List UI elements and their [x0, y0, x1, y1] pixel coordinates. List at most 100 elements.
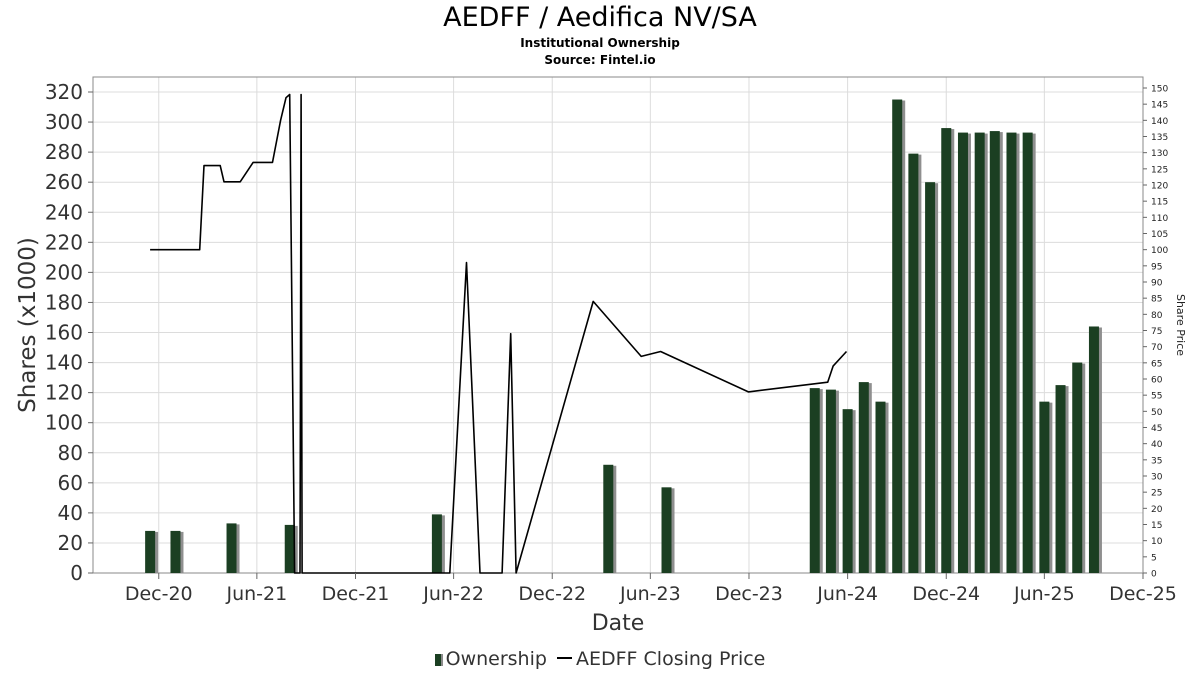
y2-tick-label: 35	[1151, 456, 1162, 466]
ownership-bar	[825, 389, 836, 573]
y2-tick-label: 140	[1151, 117, 1168, 127]
y2-tick-label: 30	[1151, 473, 1163, 483]
ownership-bar	[989, 131, 1000, 574]
y-tick-label: 160	[45, 321, 83, 345]
ownership-bar	[1022, 132, 1033, 573]
ownership-bar	[431, 514, 442, 573]
ownership-bar	[226, 523, 237, 573]
ownership-bar	[661, 487, 672, 573]
y2-tick-label: 95	[1151, 262, 1162, 272]
x-tick-label: Dec-25	[1109, 583, 1177, 605]
y2-tick-label: 125	[1151, 165, 1168, 175]
x-tick-label: Jun-25	[1013, 583, 1075, 605]
y2-tick-label: 50	[1151, 408, 1163, 418]
x-tick-label: Jun-21	[225, 583, 287, 605]
chart-title: AEDFF / Aedifica NV/SA	[443, 2, 757, 33]
y2-tick-label: 65	[1151, 359, 1162, 369]
ownership-bar	[1006, 132, 1017, 573]
y2-tick-label: 80	[1151, 311, 1163, 321]
y2-tick-label: 110	[1151, 214, 1168, 224]
ownership-bars	[145, 99, 1102, 574]
y-tick-label: 80	[58, 441, 83, 465]
axes: 0204060801001201401601802002202402602803…	[45, 80, 1177, 605]
y-tick-label: 320	[45, 80, 83, 104]
y2-tick-label: 135	[1151, 133, 1168, 143]
x-tick-label: Dec-22	[518, 583, 586, 605]
ownership-bar	[1072, 362, 1083, 573]
y2-tick-label: 75	[1151, 327, 1162, 337]
y-tick-label: 140	[45, 351, 83, 375]
y2-tick-label: 150	[1151, 85, 1168, 95]
y2-tick-label: 100	[1151, 246, 1168, 256]
y2-tick-label: 105	[1151, 230, 1168, 240]
y2-tick-label: 120	[1151, 182, 1168, 192]
y2-tick-label: 40	[1151, 440, 1163, 450]
y-tick-label: 300	[45, 110, 83, 134]
y2-tick-label: 115	[1151, 198, 1168, 208]
y2-tick-label: 5	[1151, 553, 1157, 563]
y-tick-label: 240	[45, 200, 83, 224]
y2-tick-label: 85	[1151, 295, 1162, 305]
y2-tick-label: 45	[1151, 424, 1162, 434]
y-tick-label: 120	[45, 381, 83, 405]
y-tick-label: 180	[45, 290, 83, 314]
ownership-bar	[957, 132, 968, 573]
x-tick-label: Jun-22	[422, 583, 484, 605]
chart-source: Source: Fintel.io	[544, 53, 656, 67]
ownership-bar	[1039, 401, 1050, 573]
legend-item-price[interactable]: AEDFF Closing Price	[557, 648, 765, 670]
price-line	[150, 93, 848, 574]
y2-tick-label: 145	[1151, 101, 1168, 111]
ownership-bar	[925, 182, 936, 573]
ownership-bar	[974, 132, 985, 573]
y2-axis-title: Share Price	[1174, 294, 1187, 356]
y2-tick-label: 130	[1151, 149, 1168, 159]
plot-frame	[92, 76, 1144, 574]
x-tick-label: Dec-24	[912, 583, 980, 605]
y2-tick-label: 20	[1151, 505, 1163, 515]
ownership-bar	[941, 128, 952, 573]
y-tick-label: 260	[45, 170, 83, 194]
y-tick-label: 200	[45, 260, 83, 284]
ownership-bar	[603, 464, 614, 573]
x-axis-title: Date	[592, 611, 645, 636]
x-tick-label: Jun-24	[816, 583, 878, 605]
y2-tick-label: 10	[1151, 537, 1163, 547]
y-tick-label: 40	[58, 501, 83, 525]
y2-tick-label: 70	[1151, 343, 1163, 353]
chart-subtitle: Institutional Ownership	[520, 36, 680, 50]
ownership-bar	[908, 153, 919, 574]
ownership-bar	[1088, 326, 1099, 573]
y-tick-label: 60	[58, 471, 83, 495]
legend: Ownership AEDFF Closing Price	[0, 648, 1200, 670]
legend-item-ownership[interactable]: Ownership	[434, 648, 547, 670]
ownership-bar	[875, 401, 886, 573]
y2-tick-label: 90	[1151, 279, 1163, 289]
y-tick-label: 280	[45, 140, 83, 164]
price-line-group	[150, 93, 848, 574]
ownership-bar	[170, 530, 181, 573]
legend-bar-swatch	[434, 654, 443, 666]
legend-line-swatch	[557, 657, 572, 659]
y2-tick-label: 0	[1151, 570, 1157, 580]
y2-tick-label: 55	[1151, 392, 1162, 402]
y-tick-label: 0	[70, 561, 83, 585]
ownership-bar	[1055, 385, 1066, 573]
y2-tick-label: 60	[1151, 376, 1163, 386]
y2-tick-label: 15	[1151, 521, 1162, 531]
y2-tick-label: 25	[1151, 489, 1162, 499]
x-tick-label: Dec-20	[125, 583, 193, 605]
x-tick-label: Dec-21	[322, 583, 390, 605]
x-tick-label: Dec-23	[715, 583, 783, 605]
y-tick-label: 220	[45, 230, 83, 254]
ownership-bar	[145, 530, 156, 573]
ownership-bar	[809, 388, 820, 573]
y-axis-title: Shares (x1000)	[15, 237, 41, 413]
legend-ownership-label: Ownership	[445, 648, 547, 670]
y-tick-label: 100	[45, 411, 83, 435]
legend-price-label: AEDFF Closing Price	[576, 648, 766, 670]
ownership-bar	[842, 409, 853, 573]
x-tick-label: Jun-23	[619, 583, 681, 605]
ownership-bar	[284, 524, 295, 573]
